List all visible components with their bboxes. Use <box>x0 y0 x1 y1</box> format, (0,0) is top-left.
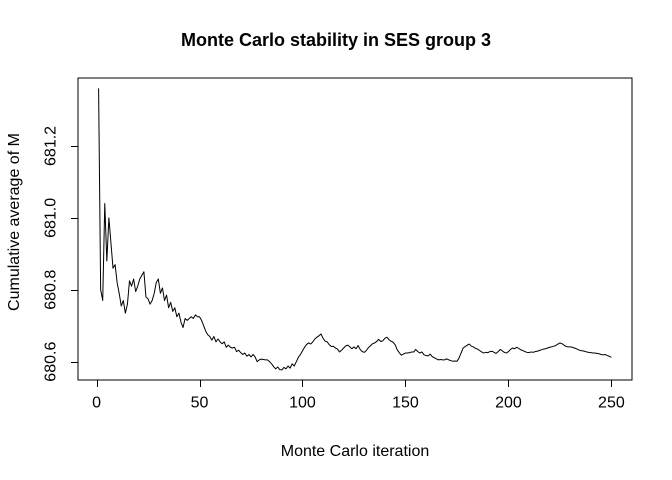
y-axis-label: Cumulative average of M <box>6 133 23 311</box>
x-tick-label: 200 <box>495 395 522 412</box>
series-line <box>98 88 612 371</box>
x-tick-label: 150 <box>392 395 419 412</box>
x-tick-label: 100 <box>289 395 316 412</box>
y-tick-label: 680.8 <box>43 270 60 310</box>
plot-border <box>77 77 633 381</box>
y-tick-label: 680.6 <box>43 342 60 382</box>
x-tick-label: 50 <box>191 395 209 412</box>
x-tick-label: 250 <box>598 395 625 412</box>
x-axis-label: Monte Carlo iteration <box>280 443 430 460</box>
y-tick-label: 681.0 <box>43 198 60 238</box>
chart-title: Monte Carlo stability in SES group 3 <box>180 30 492 50</box>
x-tick-label: 0 <box>92 395 101 412</box>
y-tick-label: 681.2 <box>43 126 60 166</box>
